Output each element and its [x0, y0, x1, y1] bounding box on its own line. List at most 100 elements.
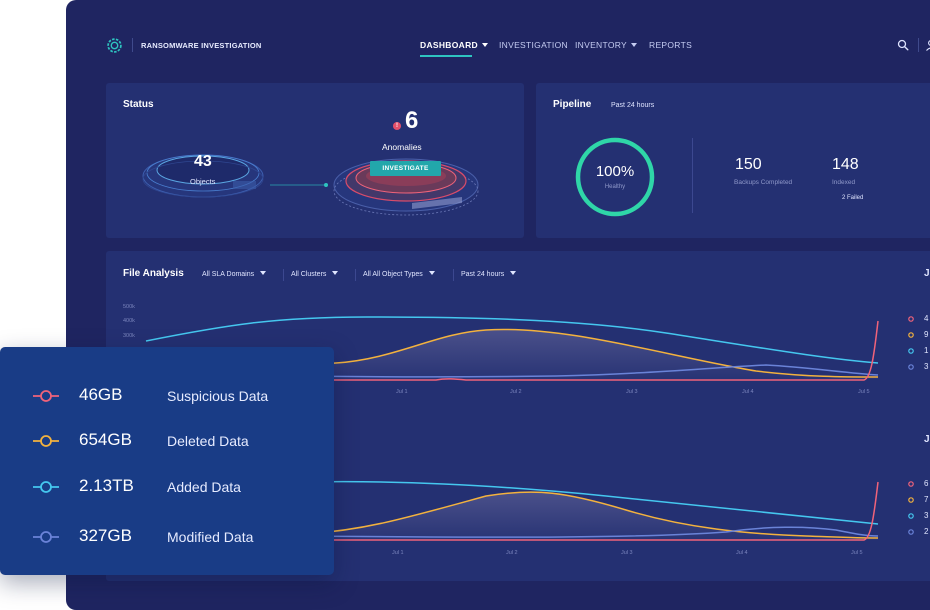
filter-divider: [453, 269, 454, 281]
status-title: Status: [123, 99, 154, 110]
filter-time-range[interactable]: Past 24 hours: [461, 271, 517, 278]
deleted-data-value: 654GB: [79, 430, 132, 449]
objects-count: 43: [194, 153, 212, 170]
filter-object-types-label: All All Object Types: [363, 271, 423, 278]
deleted-marker-icon: [33, 435, 59, 447]
y-tick: 300k: [123, 333, 135, 339]
added-line: [305, 480, 879, 525]
modified-marker-icon: [908, 529, 914, 535]
deleted-marker-icon: [908, 332, 914, 338]
side-legend-value: 7: [924, 495, 929, 504]
pipeline-range: Past 24 hours: [611, 102, 655, 109]
backups-label: Backups Completed: [734, 179, 793, 186]
y-tick: 500k: [123, 304, 135, 310]
nav-inventory[interactable]: INVENTORY: [575, 40, 637, 50]
objects-label: Objects: [190, 177, 216, 186]
deleted-area: [306, 492, 878, 540]
anomalies-platform-graphic: [333, 158, 479, 216]
filter-sla-domains-label: All SLA Domains: [202, 271, 255, 278]
side-legend-item: 3: [907, 511, 928, 520]
suspicious-marker-icon: [908, 481, 914, 487]
anomaly-count: 6: [405, 107, 419, 134]
nav-inventory-label: INVENTORY: [575, 40, 627, 50]
chevron-down-icon: [630, 43, 637, 47]
y-tick: 400k: [123, 318, 135, 324]
file-analysis-title: File Analysis: [123, 268, 184, 279]
connector-line: [270, 183, 328, 187]
search-icon[interactable]: [897, 39, 909, 51]
deleted-marker-icon: [908, 497, 914, 503]
x-tick: Jul 5: [858, 389, 870, 395]
filter-object-types[interactable]: All All Object Types: [363, 271, 435, 278]
chevron-down-icon: [260, 271, 267, 275]
side-legend-item: 7: [907, 495, 928, 504]
filter-divider: [355, 269, 356, 281]
indexed-count: 148: [832, 156, 859, 173]
healthy-percent: 100%: [595, 163, 635, 180]
file-analysis-chart-bottom: [305, 480, 879, 541]
x-tick: Jul 4: [742, 389, 754, 395]
healthy-label: Healthy: [604, 184, 626, 190]
filter-clusters[interactable]: All Clusters: [291, 271, 339, 278]
x-tick: Jul 4: [736, 550, 748, 556]
active-tab-indicator: [420, 55, 472, 57]
deleted-data-label: Deleted Data: [167, 433, 249, 449]
x-tick: Jul 2: [510, 389, 522, 395]
added-marker-icon: [33, 481, 59, 493]
chevron-down-icon: [428, 271, 435, 275]
investigate-button[interactable]: INVESTIGATE: [370, 161, 441, 176]
side-legend-value: 3: [924, 511, 929, 520]
x-tick: Jul 3: [626, 389, 638, 395]
side-legend-header: Ju: [924, 434, 930, 445]
user-icon[interactable]: [926, 39, 930, 51]
added-line: [145, 316, 879, 364]
modified-line: [305, 526, 879, 538]
side-legend-value: 2: [924, 527, 929, 536]
nav-investigation-label: INVESTIGATION: [499, 40, 568, 50]
side-legend-value: 9: [924, 330, 929, 339]
side-legend-item: 1: [907, 346, 928, 355]
nav-reports-label: REPORTS: [649, 40, 693, 50]
logo-icon: [107, 38, 122, 53]
added-data-value: 2.13TB: [79, 476, 134, 495]
side-legend-item: 6: [907, 479, 928, 488]
suspicious-line: [306, 481, 879, 541]
nav-reports[interactable]: REPORTS: [649, 40, 692, 50]
chevron-down-icon: [481, 43, 488, 47]
chevron-down-icon: [332, 271, 339, 275]
anomalies-label: Anomalies: [382, 142, 422, 152]
failed-label: 2 Failed: [842, 195, 864, 201]
filter-clusters-label: All Clusters: [291, 271, 327, 278]
added-marker-icon: [908, 513, 914, 519]
anomaly-alert-badge: !: [393, 122, 401, 130]
modified-data-label: Modified Data: [167, 529, 254, 545]
logo-divider: [132, 38, 133, 52]
filter-sla-domains[interactable]: All SLA Domains: [202, 271, 267, 278]
backups-count: 150: [735, 156, 762, 173]
deleted-line: [305, 491, 879, 539]
side-legend-item: 9: [907, 330, 928, 339]
nav-dashboard[interactable]: DASHBOARD: [420, 40, 488, 50]
filter-divider: [283, 269, 284, 281]
objects-platform-graphic: [142, 154, 264, 198]
chevron-down-icon: [510, 271, 517, 275]
suspicious-data-value: 46GB: [79, 385, 123, 404]
app-title: RANSOMWARE INVESTIGATION: [141, 41, 262, 50]
suspicious-marker-icon: [908, 316, 914, 322]
indexed-label: Indexed: [832, 179, 856, 186]
modified-data-value: 327GB: [79, 526, 132, 545]
nav-investigation[interactable]: INVESTIGATION: [499, 40, 568, 50]
modified-marker-icon: [33, 531, 59, 543]
pipeline-card: Pipeline Past 24 hours 100% Healthy 150 …: [536, 83, 930, 238]
side-legend-item: 3: [907, 362, 928, 371]
side-legend-value: 1: [924, 346, 929, 355]
side-legend-item: 2: [907, 527, 928, 536]
side-legend-value: 6: [924, 479, 929, 488]
added-data-label: Added Data: [167, 479, 241, 495]
filter-time-range-label: Past 24 hours: [461, 271, 505, 278]
x-tick: Jul 2: [506, 550, 518, 556]
health-ring: [575, 137, 655, 217]
x-tick: Jul 5: [851, 550, 863, 556]
x-tick: Jul 1: [392, 550, 404, 556]
status-card: Status 43 Objects ! 6 Anomalies INVESTIG…: [106, 83, 524, 238]
